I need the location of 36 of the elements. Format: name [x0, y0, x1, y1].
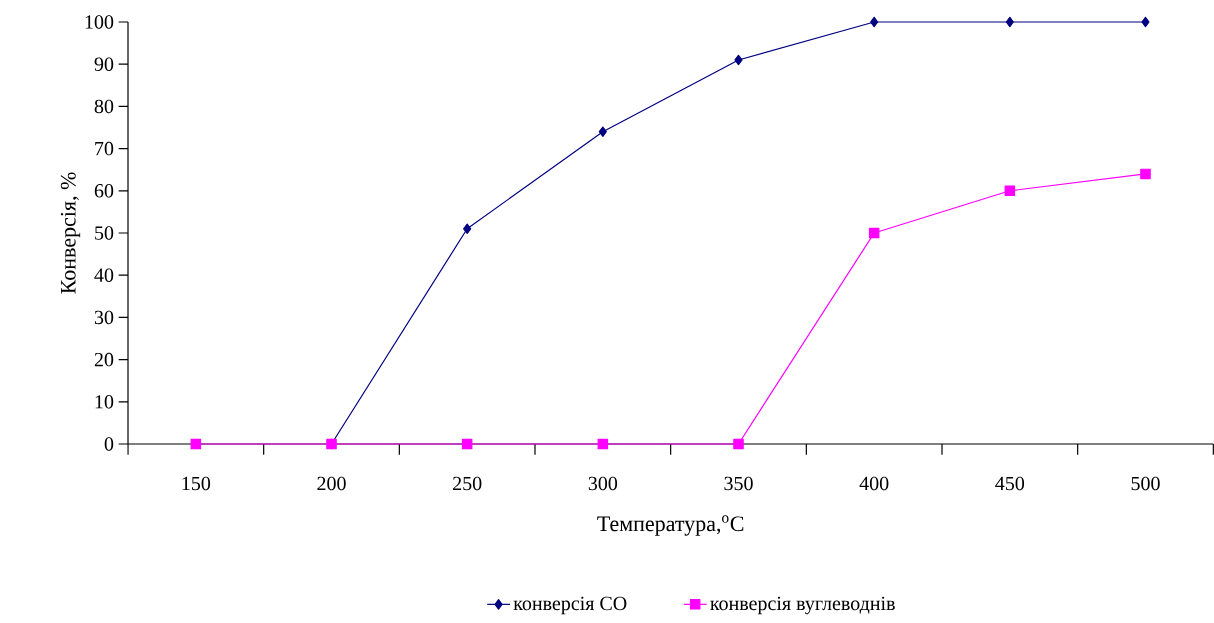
point: [868, 227, 880, 239]
x-tick-label: 150: [182, 476, 211, 491]
y-tick-label: 100: [85, 15, 114, 29]
x-tick-label: 200: [317, 476, 346, 491]
x-tick-label: 250: [453, 476, 482, 491]
x-tick-label: 400: [859, 476, 889, 491]
y-tick-label: 80: [94, 99, 114, 114]
point: [1004, 185, 1016, 197]
y-tick-label: 90: [94, 57, 114, 71]
y-tick-label: 50: [95, 226, 114, 240]
x-tick-label: 450: [995, 476, 1025, 491]
point: [597, 438, 609, 450]
point: [461, 438, 473, 450]
y-tick-label: 70: [95, 141, 114, 156]
y-tick-label: 30: [94, 310, 114, 325]
point: [190, 438, 202, 450]
x-tick-label: 350: [724, 476, 753, 491]
legend-label: конверсія CO: [513, 596, 627, 615]
point: [463, 223, 472, 235]
legend-label: конверсія вуглеводнів: [710, 596, 895, 615]
point: [870, 16, 879, 28]
y-tick-label: 60: [94, 184, 114, 198]
y-tick-label: 0: [104, 437, 114, 451]
point: [598, 126, 607, 137]
point: [1005, 16, 1014, 28]
y-tick-label: 20: [94, 352, 114, 367]
y-tick-label: 10: [95, 395, 114, 409]
y-axis-title: Конверсія, %: [60, 172, 81, 294]
point: [1140, 168, 1151, 180]
point: [734, 54, 743, 66]
x-tick-label: 300: [588, 476, 618, 491]
point: [1141, 16, 1150, 28]
y-tick-label: 40: [94, 268, 114, 282]
point: [733, 438, 744, 450]
x-tick-label: 500: [1131, 476, 1160, 491]
x-axis-title: Температура,$^{o}$C: [597, 515, 744, 536]
